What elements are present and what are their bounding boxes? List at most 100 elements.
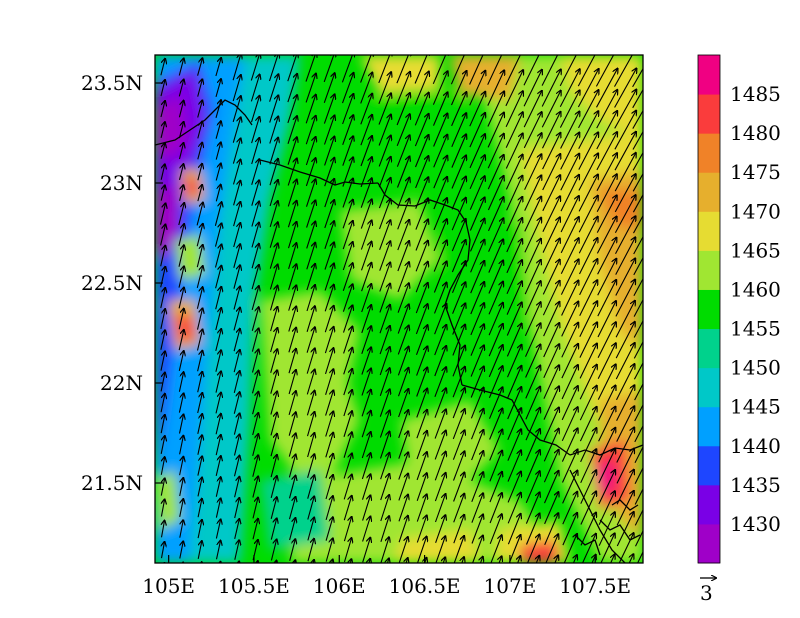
wind-vector: [507, 493, 521, 524]
wind-vector: [232, 117, 240, 143]
colorbar-swatch: [698, 172, 720, 212]
colorbar-swatch: [698, 289, 720, 330]
wind-vector: [233, 329, 240, 352]
wind-vector: [469, 155, 485, 190]
wind-vector: [178, 245, 184, 267]
wind-vector: [488, 282, 503, 315]
wind-vector: [232, 138, 240, 164]
wind-vector: [252, 477, 258, 498]
wind-vector: [542, 154, 561, 191]
wind-vector: [523, 91, 542, 128]
wind-vector: [618, 533, 633, 563]
x-tick-label: 105.5E: [218, 574, 290, 598]
wind-vector: [415, 177, 429, 209]
wind-vector: [434, 346, 446, 377]
wind-vector: [397, 241, 409, 272]
wind-vector: [341, 55, 353, 83]
wind-vector: [469, 134, 485, 169]
wind-vector: [343, 432, 352, 458]
wind-vector: [451, 198, 466, 231]
wind-vector: [415, 198, 428, 230]
wind-vector: [507, 387, 522, 420]
wind-vector: [451, 134, 466, 168]
wind-vector: [270, 392, 277, 415]
wind-vector: [633, 277, 643, 296]
wind-vector: [379, 263, 390, 292]
wind-vector: [215, 414, 221, 435]
wind-vector: [197, 435, 202, 455]
wind-vector: [287, 137, 297, 165]
wind-vector: [632, 193, 643, 213]
wind-vector: [214, 223, 222, 247]
wind-vector: [288, 433, 295, 457]
wind-vector: [616, 512, 633, 547]
wind-vector: [487, 70, 504, 106]
wind-vector: [197, 58, 203, 76]
wind-vector: [305, 95, 316, 124]
wind-vector: [215, 371, 221, 393]
wind-vector: [416, 346, 428, 376]
wind-vector: [560, 154, 579, 191]
wind-vector: [634, 508, 643, 526]
wind-vector: [414, 93, 428, 126]
wind-vector: [469, 113, 485, 148]
wind-vector: [541, 55, 559, 86]
y-tick-label: 22N: [100, 371, 143, 395]
wind-vector: [578, 132, 598, 170]
wind-vector: [432, 55, 447, 85]
wind-vector: [454, 557, 464, 563]
wind-vector: [288, 307, 296, 332]
wind-vector: [306, 370, 314, 395]
wind-vector: [544, 492, 559, 525]
wind-vector: [215, 100, 221, 118]
wind-vector: [305, 74, 316, 103]
wind-vector: [579, 301, 597, 337]
wind-vector: [581, 534, 596, 563]
wind-vector: [325, 538, 333, 562]
wind-vector: [160, 80, 165, 97]
wind-vector: [397, 347, 408, 376]
wind-vector: [323, 73, 334, 103]
wind-vector: [433, 262, 446, 293]
wind-vector: [197, 101, 203, 118]
wind-vector: [324, 200, 334, 229]
wind-vector: [324, 242, 334, 270]
wind-vector: [433, 198, 447, 231]
wind-vector: [398, 474, 408, 501]
wind-vector: [472, 557, 483, 563]
wind-vector: [453, 536, 464, 563]
wind-vector: [599, 555, 614, 563]
wind-vector: [269, 265, 277, 290]
wind-vector: [343, 411, 352, 437]
wind-vector: [160, 373, 165, 392]
wind-vector: [524, 218, 541, 253]
wind-vector: [234, 477, 240, 498]
x-tick-label: 105E: [142, 574, 195, 598]
wind-vector: [615, 259, 635, 296]
colorbar-label: 1440: [730, 434, 781, 458]
wind-vector: [470, 261, 485, 294]
wind-vector: [527, 535, 540, 563]
wind-vector: [525, 345, 541, 378]
wind-vector: [215, 477, 220, 497]
wind-vector: [414, 55, 429, 84]
wind-vector: [416, 494, 426, 522]
wind-vector: [452, 346, 465, 377]
wind-vector: [562, 492, 577, 525]
wind-vector: [525, 492, 539, 524]
wind-vector: [306, 285, 315, 312]
wind-vector: [634, 424, 643, 443]
wind-vector: [160, 225, 166, 246]
wind-vector: [451, 261, 466, 294]
wind-vector: [615, 301, 635, 338]
wind-vector: [325, 475, 333, 500]
wind-vector: [342, 115, 354, 145]
y-tick-label: 22.5N: [81, 271, 143, 295]
wind-vector: [361, 284, 372, 313]
wind-vector: [324, 137, 335, 166]
wind-vector: [488, 324, 503, 357]
wind-vector: [323, 116, 335, 145]
wind-vector: [579, 407, 596, 442]
wind-vector: [397, 283, 409, 313]
wind-vector: [416, 473, 427, 501]
